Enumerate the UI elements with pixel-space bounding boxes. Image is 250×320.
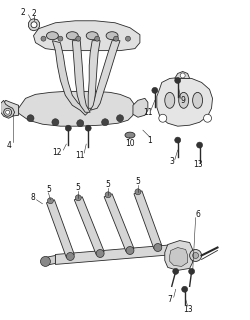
Text: 12: 12 — [53, 148, 62, 156]
Circle shape — [95, 36, 100, 41]
Text: 9: 9 — [180, 96, 185, 105]
Text: 8: 8 — [30, 193, 35, 202]
Polygon shape — [175, 71, 190, 78]
Circle shape — [175, 137, 181, 143]
Circle shape — [52, 119, 59, 126]
Circle shape — [190, 250, 202, 261]
Polygon shape — [56, 244, 175, 264]
Circle shape — [135, 189, 141, 195]
Polygon shape — [88, 41, 100, 108]
Text: 2: 2 — [20, 8, 25, 17]
Polygon shape — [104, 194, 134, 252]
Polygon shape — [90, 41, 120, 110]
Text: 13: 13 — [183, 305, 192, 314]
Text: 5: 5 — [106, 180, 110, 189]
Text: 11: 11 — [143, 108, 152, 117]
Circle shape — [159, 114, 167, 122]
Circle shape — [58, 36, 63, 41]
Ellipse shape — [86, 32, 98, 40]
Polygon shape — [157, 77, 212, 126]
Polygon shape — [134, 191, 162, 249]
Circle shape — [85, 125, 91, 131]
Circle shape — [114, 36, 118, 41]
Polygon shape — [170, 247, 188, 267]
Text: 3: 3 — [169, 157, 174, 166]
Circle shape — [126, 246, 134, 254]
Circle shape — [31, 22, 37, 28]
Circle shape — [173, 268, 179, 274]
Text: 5: 5 — [136, 177, 140, 186]
Ellipse shape — [125, 132, 135, 138]
Polygon shape — [1, 100, 14, 118]
Circle shape — [126, 36, 130, 41]
Ellipse shape — [192, 92, 202, 108]
Polygon shape — [28, 19, 40, 31]
Text: 10: 10 — [125, 139, 135, 148]
Circle shape — [180, 73, 185, 78]
Polygon shape — [18, 92, 135, 126]
Circle shape — [189, 268, 194, 274]
Ellipse shape — [179, 92, 189, 108]
Polygon shape — [34, 21, 140, 51]
Circle shape — [77, 120, 84, 127]
Text: 5: 5 — [46, 185, 51, 194]
Polygon shape — [133, 98, 148, 117]
Text: 5: 5 — [76, 183, 81, 192]
Circle shape — [41, 36, 46, 41]
Circle shape — [75, 195, 81, 201]
Circle shape — [196, 142, 202, 148]
Text: 1: 1 — [148, 136, 152, 145]
Circle shape — [175, 77, 181, 84]
Polygon shape — [74, 197, 104, 254]
Circle shape — [192, 252, 198, 259]
Text: 11: 11 — [76, 150, 85, 160]
Circle shape — [27, 115, 34, 122]
Circle shape — [48, 198, 54, 204]
Circle shape — [154, 244, 162, 252]
Text: 13: 13 — [193, 160, 202, 170]
Polygon shape — [46, 200, 74, 258]
Ellipse shape — [106, 32, 118, 40]
Circle shape — [96, 250, 104, 258]
Circle shape — [65, 125, 71, 131]
Circle shape — [66, 252, 74, 260]
Polygon shape — [4, 100, 18, 116]
Circle shape — [6, 110, 10, 114]
Circle shape — [116, 115, 123, 122]
Circle shape — [102, 119, 108, 126]
Polygon shape — [72, 41, 90, 112]
Circle shape — [152, 87, 158, 93]
Circle shape — [204, 114, 212, 122]
Polygon shape — [46, 255, 56, 265]
Text: 4: 4 — [6, 140, 11, 149]
Circle shape — [105, 192, 111, 198]
Circle shape — [182, 286, 188, 292]
Text: 2: 2 — [31, 9, 36, 18]
Text: 6: 6 — [195, 210, 200, 219]
Ellipse shape — [66, 32, 78, 40]
Circle shape — [40, 256, 50, 267]
Ellipse shape — [165, 92, 175, 108]
Polygon shape — [165, 241, 192, 270]
Ellipse shape — [46, 32, 58, 40]
Polygon shape — [52, 41, 88, 115]
Text: 7: 7 — [167, 295, 172, 304]
Circle shape — [4, 108, 12, 116]
Circle shape — [76, 36, 81, 41]
